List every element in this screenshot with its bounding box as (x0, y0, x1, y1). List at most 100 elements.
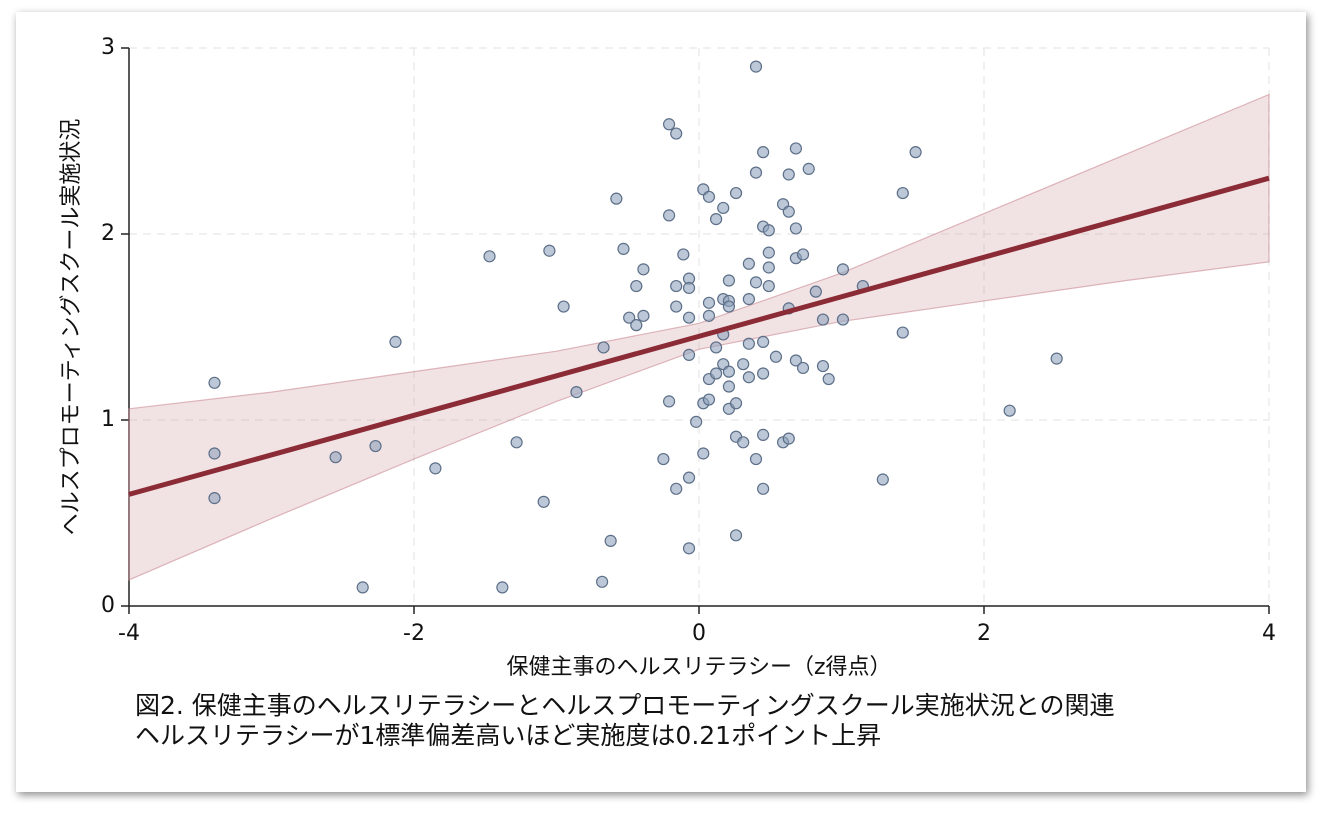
data-point (208, 447, 221, 460)
data-point (876, 473, 889, 486)
data-point (637, 263, 650, 276)
data-point (816, 313, 830, 326)
y-tick-label: 1 (101, 407, 115, 432)
data-point (543, 244, 556, 257)
data-point (1050, 352, 1063, 365)
data-point (729, 397, 743, 410)
fit-line (128, 175, 1270, 497)
data-point (690, 415, 703, 428)
data-point (749, 166, 763, 179)
data-point (782, 205, 795, 218)
x-tick-label: -4 (118, 621, 140, 646)
data-point (702, 296, 716, 309)
data-point (496, 581, 509, 594)
data-point (670, 300, 683, 313)
data-point (709, 367, 723, 380)
data-point (762, 224, 775, 237)
data-point (610, 192, 623, 205)
data-point (657, 452, 670, 466)
data-point (729, 529, 743, 542)
data-point (742, 371, 755, 384)
data-point (722, 365, 736, 378)
data-point (836, 313, 850, 326)
data-point (757, 428, 770, 441)
data-point (796, 361, 810, 375)
data-point (729, 186, 743, 200)
data-point (662, 209, 676, 222)
data-point (208, 376, 221, 389)
data-point (757, 482, 770, 495)
data-point (737, 436, 750, 449)
data-point (389, 335, 402, 348)
data-point (356, 581, 369, 594)
data-point (722, 300, 736, 313)
data-point (709, 213, 723, 226)
data-point (369, 439, 382, 453)
y-tick-label: 2 (101, 221, 115, 246)
data-point (208, 492, 221, 505)
data-point (537, 495, 550, 508)
data-point (757, 335, 770, 348)
card (16, 12, 1306, 792)
data-point (742, 293, 755, 306)
data-point (769, 350, 783, 363)
data-point (749, 452, 763, 466)
data-point (722, 380, 736, 393)
data-point (789, 222, 803, 235)
data-point (809, 285, 822, 298)
data-point (717, 201, 730, 215)
x-tick-label: 4 (1262, 621, 1276, 646)
data-point (702, 309, 716, 322)
data-point (702, 190, 716, 203)
data-point (789, 354, 803, 367)
data-point (782, 168, 795, 181)
data-point (670, 279, 683, 293)
x-tick-label: 0 (692, 621, 706, 646)
data-point (742, 337, 755, 350)
caption: ヘルスリテラシーが1標準偏差高いほど実施度は0.21ポイント上昇 (135, 721, 881, 750)
y-tick-label: 3 (101, 35, 115, 60)
data-point (749, 276, 763, 289)
data-point (697, 447, 710, 460)
y-tick-label: 0 (101, 593, 115, 618)
y-axis-label: ヘルスプロモーティングスクール実施状況 (59, 119, 84, 536)
data-point (742, 257, 755, 270)
data-point (557, 300, 570, 313)
data-point (822, 372, 835, 386)
data-point (682, 471, 696, 484)
data-point (670, 127, 683, 140)
data-point (896, 186, 909, 200)
data-point (896, 326, 909, 339)
data-point (604, 534, 617, 548)
data-point (429, 462, 442, 475)
data-point (597, 341, 610, 354)
data-point (762, 261, 775, 274)
data-point (709, 341, 723, 354)
data-point (749, 60, 763, 73)
data-point (662, 395, 676, 408)
data-point (637, 309, 650, 322)
data-point (483, 250, 496, 263)
x-axis-label: 保健主事のヘルスリテラシー（z得点） (506, 655, 891, 680)
data-point (737, 358, 750, 371)
data-point (802, 162, 815, 175)
data-point (662, 118, 676, 131)
data-point (722, 274, 736, 287)
data-point (630, 279, 643, 293)
data-point (757, 367, 770, 380)
x-tick-label: 2 (977, 621, 991, 646)
data-point (682, 348, 696, 361)
caption: 図2. 保健主事のヘルスリテラシーとヘルスプロモーティングスクール実施状況との関… (135, 691, 1115, 720)
data-point (796, 248, 810, 261)
data-point (836, 263, 850, 276)
data-point (682, 281, 696, 295)
data-point (816, 359, 830, 373)
data-point (762, 279, 775, 293)
data-point (329, 451, 342, 464)
data-point (682, 542, 696, 555)
data-point (782, 432, 795, 445)
data-point (623, 311, 636, 324)
data-point (909, 146, 922, 159)
